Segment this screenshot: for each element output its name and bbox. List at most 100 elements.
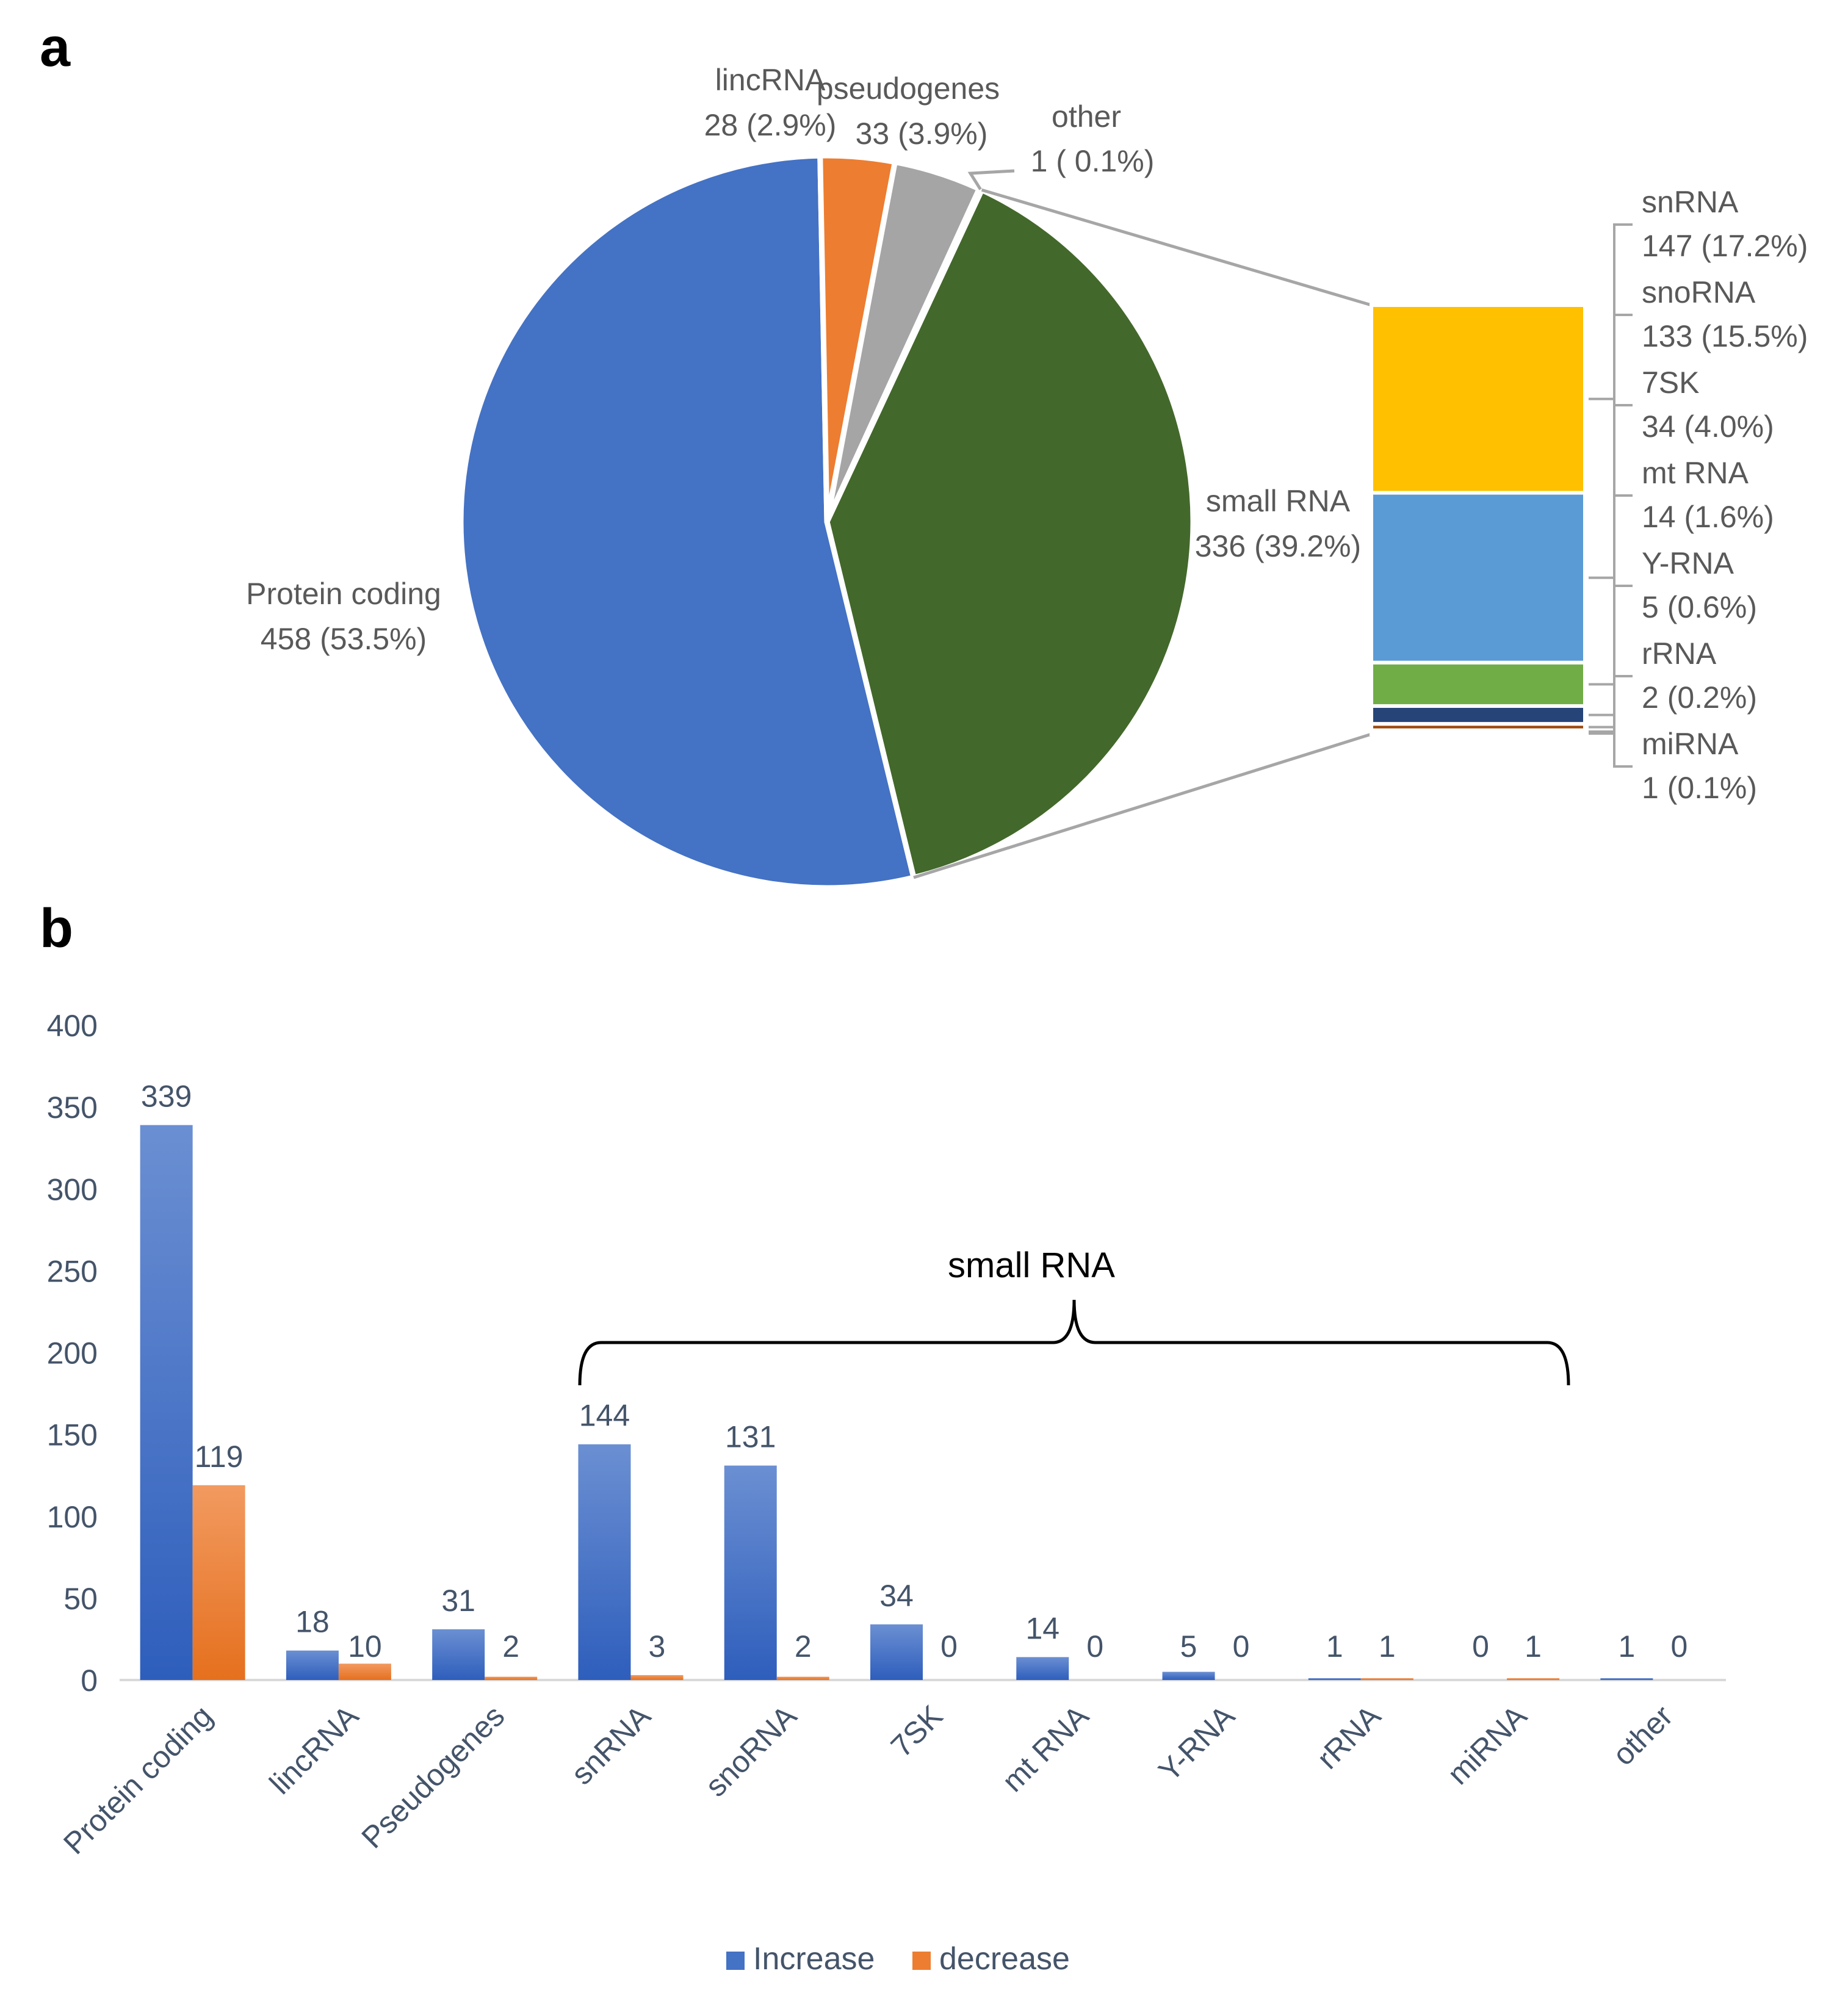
bar-increase-0 [140,1125,193,1680]
pie-label-other-name: other [1052,99,1121,134]
small-rna-bracket [578,1299,1570,1386]
pie-chart [458,153,1196,891]
breakdown-label-sno-name: snoRNA [1642,275,1756,309]
bar-increase-2 [432,1629,485,1680]
bar-decrease-1 [338,1664,391,1680]
bar-increase-1 [286,1650,339,1680]
bar-value-increase-0: 339 [141,1080,192,1114]
bar-value-decrease-2: 2 [502,1629,519,1664]
pie-leader-lines [913,169,1372,879]
bar-value-increase-6: 14 [1025,1611,1059,1645]
legend-label-decrease: decrease [939,1941,1070,1977]
breakdown-segment-sk [1370,660,1587,708]
panel-a-label: a [40,17,71,78]
breakdown-label-sno-value: 133 (15.5%) [1642,319,1808,353]
x-tick-label: miRNA [1441,1698,1534,1791]
bar-value-increase-1: 18 [295,1605,330,1639]
bar-decrease-0 [192,1485,245,1680]
breakdown-label-mt-value: 14 (1.6%) [1642,500,1774,534]
breakdown-segment-mt [1370,704,1587,726]
pie-label-other-value: 1 ( 0.1%) [1031,144,1155,178]
breakdown-segment-sn [1370,303,1587,495]
bar-value-increase-9: 0 [1472,1629,1489,1664]
bar-increase-8 [1308,1678,1361,1680]
breakdown-leader-mi [1589,732,1633,768]
bar-decrease-2 [485,1676,538,1680]
x-tick-label: mt RNA [995,1698,1095,1798]
x-tick-label: Pseudogenes [355,1699,511,1855]
bar-value-decrease-1: 10 [348,1629,382,1664]
bar-value-decrease-3: 3 [649,1629,666,1664]
bar-value-decrease-8: 1 [1379,1629,1396,1664]
breakdown-label-mi-value: 1 (0.1%) [1642,771,1757,805]
bar-value-increase-8: 1 [1326,1629,1343,1664]
legend: Increase decrease [726,1941,1070,1977]
bar-value-increase-7: 5 [1180,1629,1197,1664]
pie-label-protein-name: Protein coding [246,577,441,611]
x-tick-label: Y-RNA [1152,1698,1241,1788]
y-tick-label: 300 [47,1172,98,1206]
bar-increase-4 [724,1465,777,1680]
bar-decrease-8 [1360,1678,1413,1680]
bar-value-increase-3: 144 [579,1399,630,1433]
bar-value-increase-5: 34 [879,1579,914,1613]
bar-increase-6 [1016,1657,1069,1680]
bars [140,1125,1653,1680]
x-tick-label: rRNA [1310,1698,1387,1775]
legend-swatch-increase [726,1952,745,1970]
breakdown-label-sk-name: 7SK [1642,366,1700,400]
y-tick-label: 50 [63,1582,98,1616]
breakdown-label-y-name: Y-RNA [1642,546,1734,580]
bar-value-decrease-6: 0 [1086,1629,1103,1664]
y-tick-label: 250 [47,1254,98,1288]
breakdown-segment-mi [1370,730,1587,736]
y-tick-label: 350 [47,1091,98,1125]
small-rna-breakdown-bar [1370,303,1587,736]
pie-label-lincrna-name: lincRNA [715,63,826,97]
pie-label-pseudogenes-name: pseudogenes [817,71,1000,106]
pie-label-small-name: small RNA [1206,484,1351,518]
legend-label-increase: Increase [753,1941,875,1977]
bar-value-decrease-10: 0 [1670,1629,1687,1664]
bar-decrease-9 [1507,1678,1560,1680]
pie-label-small-value: 336 (39.2%) [1195,529,1361,563]
bar-value-increase-10: 1 [1618,1629,1635,1664]
bar-value-increase-4: 131 [725,1420,776,1454]
breakdown-label-sk-value: 34 (4.0%) [1642,409,1774,444]
x-tick-label: snoRNA [699,1698,804,1803]
legend-swatch-decrease [912,1952,931,1970]
breakdown-labels: snRNA 147 (17.2%) snoRNA 133 (15.5%) 7SK 34 (… [1589,185,1808,805]
breakdown-leader-sn [1589,223,1633,400]
bar-increase-3 [578,1444,631,1680]
y-tick-label: 100 [47,1500,98,1534]
breakdown-label-sn-name: snRNA [1642,185,1739,219]
pie-slice-protein [458,153,917,891]
x-tick-label: snRNA [565,1698,657,1791]
breakdown-label-r-value: 2 (0.2%) [1642,680,1757,715]
bar-value-increase-2: 31 [441,1584,475,1618]
breakdown-leader-y [1589,585,1633,729]
bar-value-decrease-7: 0 [1233,1629,1250,1664]
bar-increase-10 [1600,1678,1653,1680]
bar-increase-5 [870,1624,923,1680]
y-tick-label: 400 [47,1009,98,1043]
breakdown-leader-r [1589,675,1633,733]
x-tick-label: lincRNA [263,1698,366,1801]
pie-slice-small [824,187,1196,881]
breakdown-label-r-name: rRNA [1642,636,1717,671]
breakdown-segment-sno [1370,491,1587,665]
y-tick-label: 150 [47,1418,98,1452]
x-tick-label: 7SK [884,1699,949,1764]
small-rna-bracket-label: small RNA [948,1246,1115,1285]
pie-labels: small RNA 336 (39.2%) Protein coding 458 (5… [246,63,1361,656]
bar-decrease-4 [776,1676,829,1680]
breakdown-label-sn-value: 147 (17.2%) [1642,229,1808,263]
breakdown-leader-sno [1589,314,1633,579]
y-tick-label: 200 [47,1336,98,1371]
x-tick-label: Protein coding [57,1699,219,1861]
y-axis: 0 50 100 150 200 250 300 350 400 [47,1009,98,1698]
